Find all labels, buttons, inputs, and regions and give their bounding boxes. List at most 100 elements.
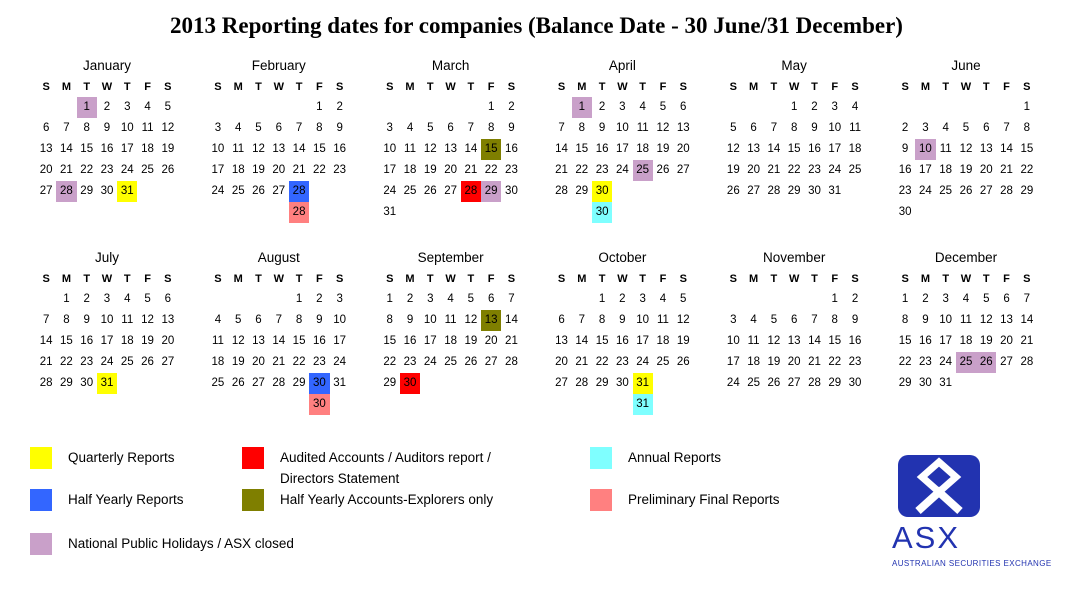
empty-cell xyxy=(501,202,521,223)
empty-cell xyxy=(248,394,268,415)
day-cell: 24 xyxy=(383,185,397,197)
day-cell: 18 xyxy=(747,356,760,368)
day-cell: 21 xyxy=(39,356,53,368)
month-august: August S M T W T F S 1 2 3 4 5 6 7 8 9 10 11 12 13 14 15 16 17 18… xyxy=(208,247,350,415)
weekday-label: T xyxy=(123,273,131,285)
empty-cell xyxy=(804,289,824,310)
day-cell: 16 xyxy=(505,143,518,155)
weekday-label: W xyxy=(101,81,113,93)
empty-cell xyxy=(845,181,865,202)
day-cell: 25 xyxy=(120,356,134,368)
day-cell: 24 xyxy=(828,164,842,176)
day-cell: 23 xyxy=(312,356,326,368)
day-cell: 18 xyxy=(231,164,245,176)
week-row: 15 16 17 18 19 20 21 xyxy=(380,331,522,352)
day-cell: 23 xyxy=(80,356,94,368)
day-cell-highlight-holiday: 1 xyxy=(571,97,592,118)
empty-cell xyxy=(956,97,976,118)
week-row: 3 4 5 6 7 8 9 xyxy=(208,118,350,139)
day-cell: 5 xyxy=(680,293,687,305)
day-cell: 29 xyxy=(898,377,912,389)
empty-cell xyxy=(309,181,329,202)
day-cell: 27 xyxy=(161,356,175,368)
empty-cell xyxy=(420,97,440,118)
weekday-label: T xyxy=(83,81,91,93)
day-cell: 11 xyxy=(939,143,952,155)
day-cell: 8 xyxy=(790,122,798,134)
weekday-label: F xyxy=(1003,273,1010,285)
day-cell: 26 xyxy=(161,164,175,176)
empty-cell xyxy=(56,97,76,118)
day-cell: 24 xyxy=(211,185,225,197)
week-row: 30 xyxy=(551,202,693,223)
day-cell: 19 xyxy=(464,335,478,347)
day-cell: 22 xyxy=(787,164,801,176)
empty-cell xyxy=(228,202,248,223)
day-cell: 4 xyxy=(144,101,151,113)
day-cell: 18 xyxy=(656,335,670,347)
month-february: February S M T W T F S 1 2 3 4 5 6 7 8 9 10 11 12 13 14 15 16 17… xyxy=(208,55,350,223)
day-cell: 15 xyxy=(292,335,306,347)
day-cell: 5 xyxy=(235,314,242,326)
day-cell-highlight-holiday: 29 xyxy=(481,181,502,202)
empty-cell xyxy=(633,202,653,223)
day-cell: 27 xyxy=(787,377,801,389)
day-cell: 7 xyxy=(295,122,303,134)
day-cell: 3 xyxy=(639,293,646,305)
day-cell: 8 xyxy=(1023,122,1031,134)
day-cell: 22 xyxy=(898,356,912,368)
day-cell: 18 xyxy=(848,143,862,155)
week-row: 26 27 28 29 30 31 xyxy=(723,181,865,202)
empty-cell xyxy=(330,202,350,223)
day-cell: 28 xyxy=(1000,185,1013,197)
day-cell: 10 xyxy=(383,143,397,155)
day-cell: 7 xyxy=(508,293,515,305)
empty-cell xyxy=(976,373,996,394)
week-row: 31 xyxy=(551,394,693,415)
week-row: 20 21 22 23 24 25 26 xyxy=(36,160,178,181)
day-cell: 26 xyxy=(231,377,245,389)
day-cell: 25 xyxy=(656,356,670,368)
day-cell: 5 xyxy=(427,122,434,134)
day-cell: 4 xyxy=(851,101,859,113)
month-title: June xyxy=(951,58,981,73)
day-cell: 3 xyxy=(103,293,111,305)
week-row: 30 xyxy=(895,202,1037,223)
calendar-page: 2013 Reporting dates for companies (Bala… xyxy=(30,13,1051,568)
empty-cell xyxy=(208,394,228,415)
empty-cell xyxy=(653,181,673,202)
day-cell: 3 xyxy=(124,101,131,113)
empty-cell xyxy=(915,97,935,118)
legend-swatch-explorers xyxy=(242,489,264,511)
empty-cell xyxy=(764,97,784,118)
empty-cell xyxy=(440,202,460,223)
day-cell: 20 xyxy=(555,356,568,368)
day-cell: 14 xyxy=(1020,314,1034,326)
day-cell: 3 xyxy=(831,101,838,113)
day-cell: 27 xyxy=(555,377,568,389)
month-title: September xyxy=(417,250,484,265)
day-cell: 3 xyxy=(214,122,222,134)
day-cell: 21 xyxy=(767,164,781,176)
day-cell: 4 xyxy=(214,314,222,326)
day-cell-highlight-quarterly: 31 xyxy=(96,373,118,394)
day-cell: 13 xyxy=(747,143,760,155)
day-cell: 30 xyxy=(615,377,629,389)
empty-cell xyxy=(330,181,350,202)
day-cell: 4 xyxy=(942,122,949,134)
weekday-label: S xyxy=(901,81,909,93)
day-cell-highlight-quarterly: 31 xyxy=(632,373,653,394)
day-cell-highlight-half_yearly: 30 xyxy=(309,373,330,394)
day-cell: 5 xyxy=(255,122,262,134)
weekday-label: M xyxy=(405,273,415,285)
day-cell-highlight-preliminary: 30 xyxy=(309,394,330,415)
day-cell: 23 xyxy=(333,164,347,176)
week-row: 21 22 23 24 25 26 27 xyxy=(36,352,178,373)
month-title: October xyxy=(598,250,647,265)
weekday-label: M xyxy=(920,273,930,285)
day-cell: 7 xyxy=(275,314,282,326)
day-cell: 25 xyxy=(848,164,862,176)
day-cell: 19 xyxy=(423,164,437,176)
